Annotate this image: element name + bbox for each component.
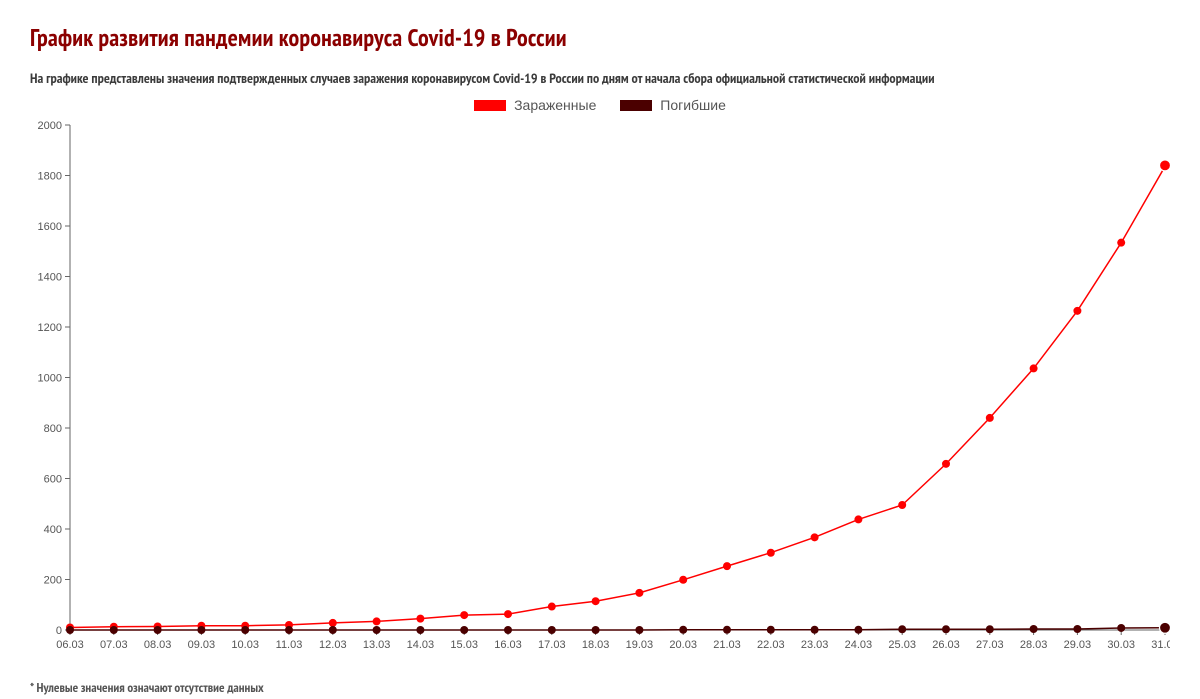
svg-text:31.03: 31.03: [1151, 639, 1170, 651]
data-point[interactable]: [986, 625, 994, 633]
data-point[interactable]: [1073, 624, 1081, 632]
data-point[interactable]: [1117, 238, 1125, 246]
data-point[interactable]: [592, 626, 600, 634]
data-point[interactable]: [679, 625, 687, 633]
svg-text:1800: 1800: [38, 170, 62, 182]
data-point[interactable]: [1073, 306, 1081, 314]
svg-text:2000: 2000: [38, 120, 62, 132]
svg-text:800: 800: [44, 423, 62, 435]
data-point[interactable]: [460, 626, 468, 634]
data-point[interactable]: [898, 501, 906, 509]
data-point[interactable]: [723, 562, 731, 570]
data-point[interactable]: [373, 626, 381, 634]
data-point[interactable]: [110, 626, 118, 634]
data-point[interactable]: [592, 597, 600, 605]
svg-text:400: 400: [44, 524, 62, 536]
svg-text:25.03: 25.03: [888, 639, 916, 651]
chart-container: График развития пандемии коронавируса Co…: [0, 0, 1200, 699]
svg-text:12.03: 12.03: [319, 639, 347, 651]
legend-item-deaths[interactable]: Погибшие: [620, 97, 726, 113]
legend-label-infected: Зараженные: [514, 97, 596, 113]
data-point[interactable]: [898, 625, 906, 633]
svg-text:26.03: 26.03: [932, 639, 960, 651]
svg-text:09.03: 09.03: [188, 639, 216, 651]
page-title: График развития пандемии коронавируса Co…: [30, 22, 1170, 53]
svg-text:21.03: 21.03: [713, 639, 741, 651]
svg-text:24.03: 24.03: [845, 639, 873, 651]
data-point[interactable]: [854, 515, 862, 523]
svg-text:16.03: 16.03: [494, 639, 522, 651]
svg-text:07.03: 07.03: [100, 639, 128, 651]
data-point[interactable]: [854, 625, 862, 633]
data-point[interactable]: [548, 626, 556, 634]
data-point[interactable]: [1160, 622, 1171, 633]
chart-area: 0 200 400 600 800 1000 1200 1400 1600 1800 2000 06.…: [30, 120, 1170, 675]
data-point[interactable]: [679, 575, 687, 583]
data-point[interactable]: [811, 533, 819, 541]
svg-text:600: 600: [44, 473, 62, 485]
data-point[interactable]: [460, 611, 468, 619]
data-point[interactable]: [986, 413, 994, 421]
data-point[interactable]: [1117, 623, 1125, 631]
legend-swatch-infected: [474, 100, 506, 111]
svg-text:1600: 1600: [38, 221, 62, 233]
svg-text:06.03: 06.03: [56, 639, 84, 651]
svg-text:30.03: 30.03: [1107, 639, 1135, 651]
data-point[interactable]: [197, 626, 205, 634]
legend-label-deaths: Погибшие: [660, 97, 726, 113]
data-point[interactable]: [154, 626, 162, 634]
svg-text:11.03: 11.03: [276, 639, 303, 651]
data-point[interactable]: [285, 626, 293, 634]
svg-text:0: 0: [56, 625, 62, 637]
data-point[interactable]: [373, 617, 381, 625]
svg-text:22.03: 22.03: [757, 639, 785, 651]
data-point[interactable]: [548, 602, 556, 610]
svg-text:28.03: 28.03: [1020, 639, 1048, 651]
data-point[interactable]: [723, 625, 731, 633]
svg-text:14.03: 14.03: [407, 639, 435, 651]
data-point[interactable]: [635, 626, 643, 634]
svg-text:17.03: 17.03: [538, 639, 566, 651]
svg-text:23.03: 23.03: [801, 639, 829, 651]
page-subtitle: На графике представлены значения подтвер…: [30, 69, 1170, 87]
data-point[interactable]: [241, 626, 249, 634]
data-point[interactable]: [767, 625, 775, 633]
data-point[interactable]: [66, 626, 74, 634]
data-point[interactable]: [942, 459, 950, 467]
svg-text:29.03: 29.03: [1064, 639, 1092, 651]
data-point[interactable]: [1030, 364, 1038, 372]
data-point[interactable]: [942, 625, 950, 633]
data-point[interactable]: [767, 548, 775, 556]
legend: Зараженные Погибшие: [30, 97, 1170, 114]
svg-text:19.03: 19.03: [626, 639, 654, 651]
svg-text:200: 200: [44, 574, 62, 586]
data-point[interactable]: [635, 588, 643, 596]
svg-text:18.03: 18.03: [582, 639, 610, 651]
data-point[interactable]: [416, 626, 424, 634]
svg-text:15.03: 15.03: [450, 639, 478, 651]
svg-text:13.03: 13.03: [363, 639, 391, 651]
svg-text:1000: 1000: [38, 372, 62, 384]
footnote: * Нулевые значения означают отсутствие д…: [30, 679, 1170, 696]
data-point[interactable]: [504, 626, 512, 634]
svg-text:20.03: 20.03: [669, 639, 697, 651]
data-point[interactable]: [416, 614, 424, 622]
svg-text:08.03: 08.03: [144, 639, 172, 651]
legend-swatch-deaths: [620, 100, 652, 111]
data-point[interactable]: [329, 626, 337, 634]
data-point[interactable]: [504, 610, 512, 618]
data-point[interactable]: [811, 625, 819, 633]
data-point[interactable]: [329, 618, 337, 626]
svg-text:1400: 1400: [38, 271, 62, 283]
svg-text:27.03: 27.03: [976, 639, 1004, 651]
svg-text:1200: 1200: [38, 322, 62, 334]
data-point[interactable]: [1160, 159, 1171, 170]
legend-item-infected[interactable]: Зараженные: [474, 97, 596, 113]
svg-text:10.03: 10.03: [231, 639, 259, 651]
line-chart: 0 200 400 600 800 1000 1200 1400 1600 1800 2000 06.…: [30, 120, 1170, 660]
data-point[interactable]: [1030, 624, 1038, 632]
